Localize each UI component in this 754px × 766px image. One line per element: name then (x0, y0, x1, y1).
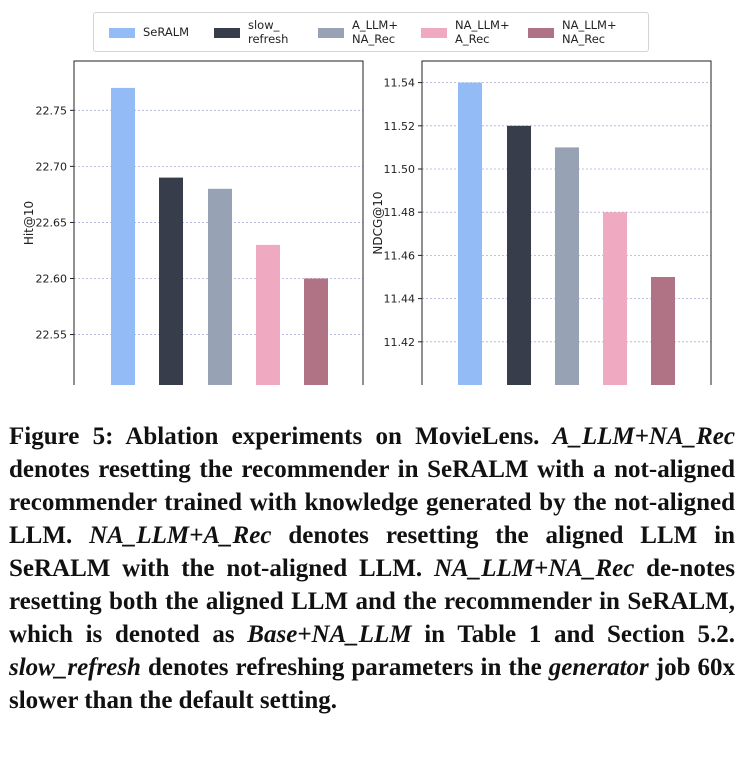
y-tick-label: 22.70 (36, 160, 68, 173)
y-tick-label: 11.42 (384, 336, 416, 349)
caption-text: denotes refreshing parameters in the (140, 654, 549, 681)
caption-text: in Table 1 and Section 5.2. (411, 621, 735, 648)
bar-seralm (111, 87, 135, 385)
y-tick-label: 22.65 (36, 216, 68, 229)
bar-na-llm-a-rec (256, 244, 280, 385)
legend-swatch (214, 28, 240, 38)
ablation-bar-charts: 22.55 22.60 22.65 22.70 22.75 Hit@10 11.42 11.4… (22, 60, 712, 386)
bar-na-llm-a-rec (603, 212, 627, 385)
y-tick-label: 11.50 (384, 163, 416, 176)
y-tick-label: 22.60 (36, 272, 68, 285)
caption-term: generator (548, 654, 649, 681)
bar-na-llm-na-rec (651, 277, 675, 385)
chart-legend: SeRALM slow_ refresh A_LLM+ NA_Rec NA_LLM+ … (93, 12, 649, 52)
caption-term: NA_LLM+NA_Rec (433, 555, 635, 582)
caption-text: denotes resetting the recommender in SeR… (9, 456, 735, 549)
legend-label: NA_LLM+ A_Rec (455, 18, 510, 46)
caption-text: job 60x slower than the default setting. (9, 654, 736, 714)
legend-swatch (528, 28, 554, 38)
figure-caption: Figure 5: Ablation experiments on MovieL… (9, 420, 735, 717)
y-tick-label: 22.55 (36, 329, 68, 342)
bar-a-llm-na-rec (208, 188, 232, 385)
y-tick-label: 11.54 (384, 77, 416, 90)
y-axis-label: NDCG@10 (371, 191, 385, 254)
legend-label: NA_LLM+ NA_Rec (562, 18, 617, 46)
y-tick-label: 11.46 (384, 249, 416, 262)
axes-frame (421, 60, 712, 385)
legend-label: A_LLM+ NA_Rec (352, 18, 398, 46)
y-axis-label: Hit@10 (22, 201, 36, 245)
y-tick-label: 11.44 (384, 293, 416, 306)
caption-term: Base+NA_LLM (247, 621, 412, 648)
bar-slow-refresh (159, 177, 183, 385)
legend-swatch (109, 28, 135, 38)
legend-swatch (421, 28, 447, 38)
y-tick-label: 22.75 (36, 104, 68, 117)
caption-term: A_LLM+NA_Rec (552, 423, 735, 450)
bar-a-llm-na-rec (555, 147, 579, 385)
caption-label: Figure 5: (9, 423, 114, 450)
legend-label: SeRALM (143, 25, 190, 39)
bar-slow-refresh (507, 125, 531, 386)
caption-text: de-notes resetting both the aligned LLM … (9, 555, 735, 648)
caption-term: NA_LLM+A_Rec (89, 522, 272, 549)
caption-text: Ablation experiments on MovieLens. (113, 423, 553, 450)
caption-text: denotes resetting the aligned LLM in SeR… (9, 522, 735, 582)
y-tick-label: 11.48 (384, 206, 416, 219)
legend-swatch (318, 28, 344, 38)
caption-term: slow_refresh (9, 654, 141, 681)
bar-na-llm-na-rec (304, 278, 328, 385)
y-tick-label: 11.52 (384, 120, 416, 133)
bar-seralm (458, 82, 482, 385)
legend-label: slow_ refresh (248, 18, 289, 46)
axes-frame (73, 60, 364, 385)
